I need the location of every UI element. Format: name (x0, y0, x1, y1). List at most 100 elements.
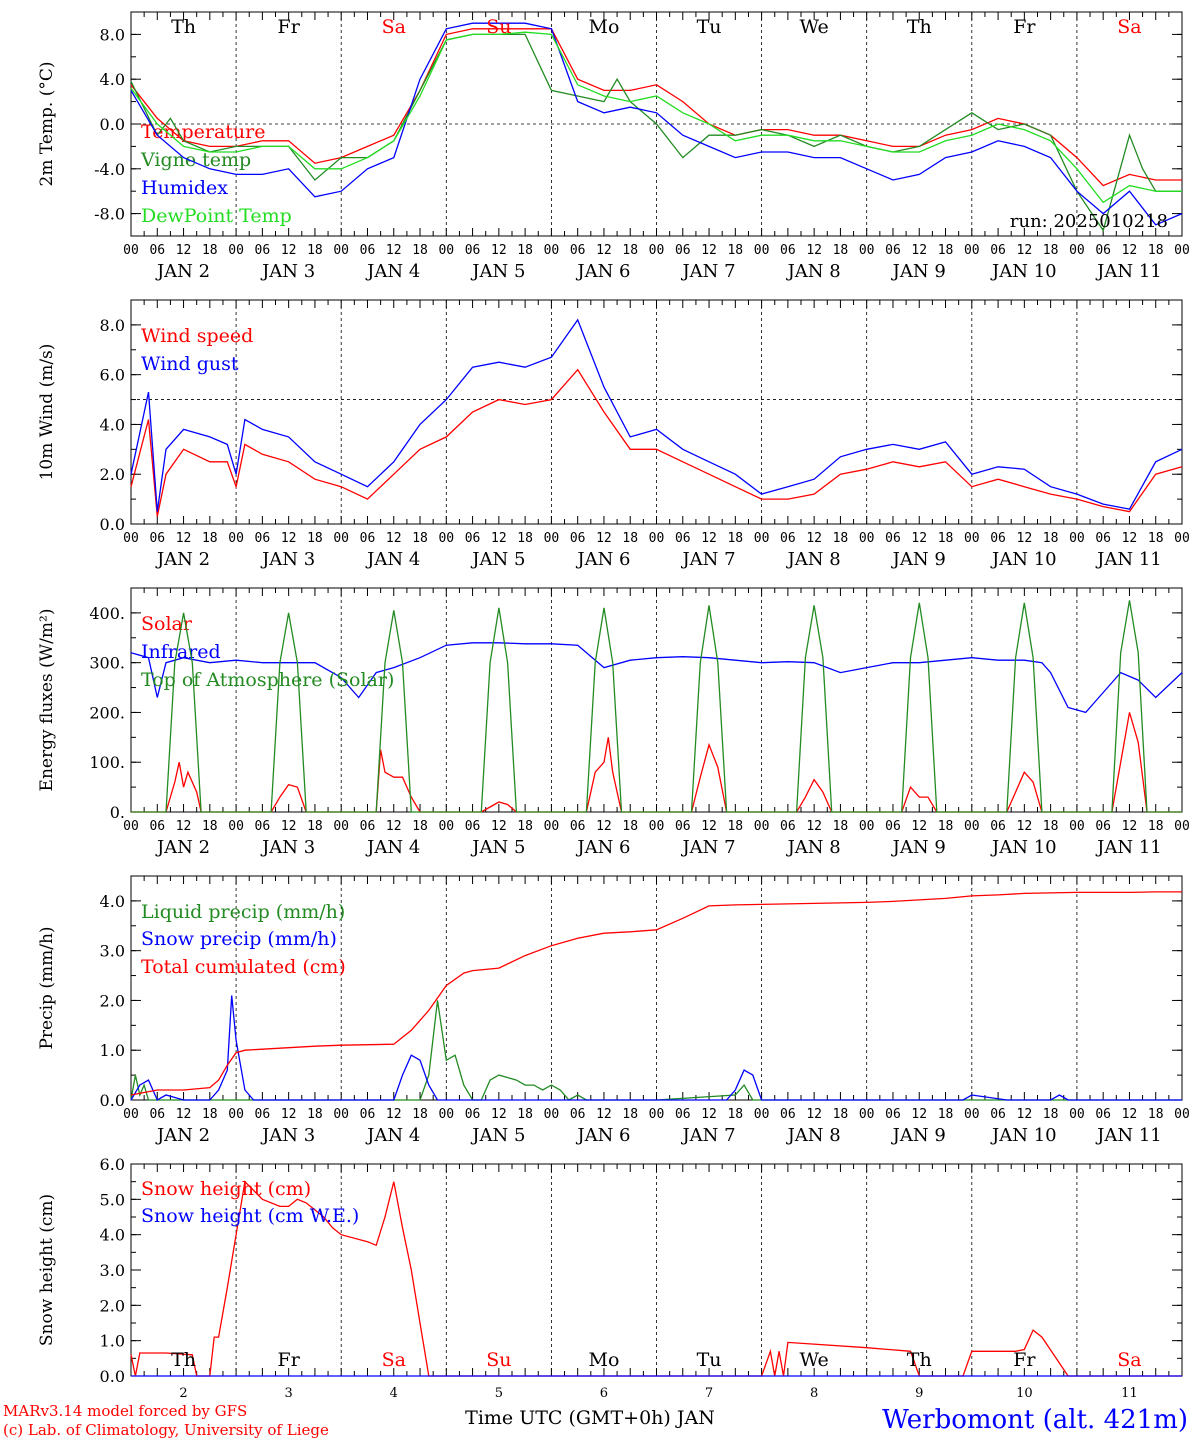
date-label: JAN 9 (891, 261, 946, 282)
hour-tick-label: 12 (1017, 531, 1033, 546)
hour-tick-label: 00 (1069, 819, 1085, 834)
hour-tick-label: 00 (544, 531, 560, 546)
hour-tick-label: 18 (307, 243, 323, 258)
date-label: JAN 8 (786, 261, 841, 282)
day-name-bottom: Mo (588, 1349, 619, 1371)
hour-tick-label: 06 (570, 1107, 586, 1122)
date-label: JAN 8 (786, 549, 841, 570)
hour-tick-label: 12 (281, 1107, 297, 1122)
series-line-3 (131, 600, 1182, 813)
hour-tick-label: 00 (964, 243, 980, 258)
credit-line-1: MARv3.14 model forced by GFS (3, 1402, 247, 1420)
y-tick-label: 4.0 (100, 892, 125, 911)
day-name-top: Fr (278, 16, 301, 38)
hour-tick-label: 00 (438, 243, 454, 258)
hour-tick-label: 18 (622, 1107, 638, 1122)
y-tick-label: 0.0 (100, 1367, 125, 1386)
hour-tick-label: 06 (255, 1107, 271, 1122)
date-label: JAN 10 (990, 549, 1057, 570)
bottom-day-number: 11 (1121, 1386, 1138, 1401)
day-name-top: Mo (588, 16, 619, 38)
date-label: JAN 6 (575, 1125, 630, 1146)
hour-tick-label: 18 (938, 243, 954, 258)
date-label: JAN 11 (1095, 549, 1162, 570)
panel-2: 0.0 2.0 4.0 6.0 8.0 10m Wind (m/s) Wind speed W… (37, 299, 1190, 570)
hour-tick-label: 18 (412, 819, 428, 834)
hour-tick-label: 18 (938, 531, 954, 546)
hour-tick-label: 00 (228, 1107, 244, 1122)
hour-tick-label: 06 (360, 819, 376, 834)
bottom-day-number: 2 (179, 1386, 187, 1401)
y-tick-label: 1.0 (100, 1041, 125, 1060)
date-label: JAN 10 (990, 261, 1057, 282)
hour-tick-label: 06 (465, 1107, 481, 1122)
hour-tick-label: 06 (255, 819, 271, 834)
date-label: JAN 8 (786, 837, 841, 858)
hour-tick-label: 06 (360, 243, 376, 258)
hour-tick-label: 12 (911, 1107, 927, 1122)
y-tick-label: 0.0 (100, 515, 125, 534)
hour-tick-label: 00 (649, 243, 665, 258)
series-line-4 (130, 31, 1182, 204)
hour-tick-label: 18 (833, 243, 849, 258)
bottom-day-number: 8 (810, 1386, 818, 1401)
hour-tick-label: 12 (596, 243, 612, 258)
hour-tick-label: 06 (149, 243, 165, 258)
hour-tick-label: 12 (911, 243, 927, 258)
hour-tick-label: 00 (859, 243, 875, 258)
hour-tick-label: 06 (780, 819, 796, 834)
hour-tick-label: 00 (1069, 1107, 1085, 1122)
hour-tick-label: 12 (281, 531, 297, 546)
hour-tick-label: 06 (885, 531, 901, 546)
hour-tick-label: 12 (1017, 1107, 1033, 1122)
hour-tick-label: 00 (333, 819, 349, 834)
hour-tick-label: 00 (859, 1107, 875, 1122)
date-label: JAN 4 (365, 261, 420, 282)
day-name-bottom: Tu (697, 1349, 722, 1371)
legend-entry: Vigne temp (140, 149, 251, 171)
series-line-1 (131, 712, 1182, 813)
date-label: JAN 6 (575, 261, 630, 282)
hour-tick-label: 06 (675, 1107, 691, 1122)
date-label: JAN 7 (680, 549, 735, 570)
hour-tick-label: 00 (544, 1107, 560, 1122)
y-tick-label: 8.0 (100, 25, 125, 44)
hour-tick-label: 12 (701, 243, 717, 258)
hour-tick-label: 18 (517, 1107, 533, 1122)
hour-tick-label: 00 (1174, 819, 1190, 834)
hour-tick-label: 18 (307, 819, 323, 834)
legend-entry: Wind speed (141, 325, 253, 347)
bottom-day-number: 6 (600, 1386, 608, 1401)
day-name-top: Sa (382, 16, 406, 38)
date-label: JAN 5 (470, 261, 525, 282)
date-label: JAN 7 (680, 837, 735, 858)
hour-tick-label: 18 (833, 819, 849, 834)
day-name-top: Sa (1117, 16, 1141, 38)
y-tick-label: 300. (89, 654, 125, 673)
day-name-bottom: Su (486, 1349, 511, 1371)
y-tick-label: -8.0 (94, 205, 125, 224)
hour-tick-label: 00 (754, 1107, 770, 1122)
y-tick-label: 6.0 (100, 1155, 125, 1174)
date-label: JAN 9 (891, 549, 946, 570)
hour-tick-label: 12 (806, 819, 822, 834)
station-label: Werbomont (alt. 421m) (882, 1405, 1188, 1435)
hour-tick-label: 06 (149, 1107, 165, 1122)
y-tick-label: 5.0 (100, 1190, 125, 1209)
date-label: JAN 4 (365, 1125, 420, 1146)
hour-tick-label: 00 (964, 819, 980, 834)
hour-tick-label: 12 (1122, 819, 1138, 834)
hour-tick-label: 12 (491, 819, 507, 834)
hour-tick-label: 06 (1095, 819, 1111, 834)
date-label: JAN 10 (990, 837, 1057, 858)
y-tick-label: 4.0 (100, 415, 125, 434)
hour-tick-label: 12 (386, 819, 402, 834)
hour-tick-label: 06 (360, 1107, 376, 1122)
date-label: JAN 2 (155, 837, 210, 858)
y-axis-label: 2m Temp. (°C) (37, 61, 57, 186)
hour-tick-label: 00 (1174, 1107, 1190, 1122)
hour-tick-label: 00 (754, 819, 770, 834)
hour-tick-label: 06 (885, 243, 901, 258)
plot-frame (130, 587, 1183, 813)
panel-1: -8.0 -4.0 0.0 4.0 8.0 2m Temp. (°C) Temperatur… (37, 11, 1190, 282)
